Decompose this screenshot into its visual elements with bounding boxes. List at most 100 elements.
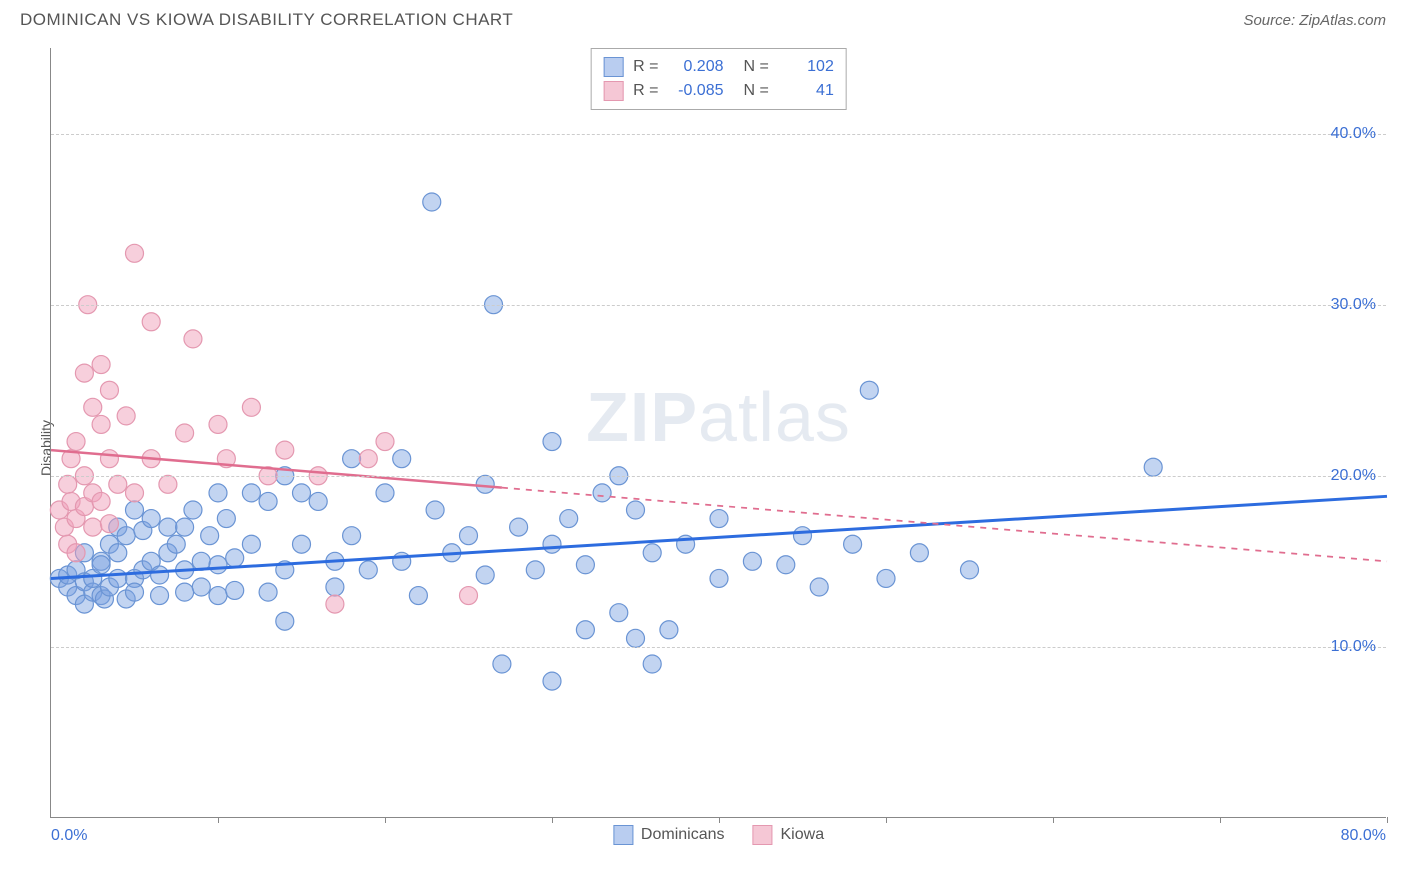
data-point bbox=[109, 544, 127, 562]
data-point bbox=[560, 510, 578, 528]
legend-swatch bbox=[613, 825, 633, 845]
data-point bbox=[126, 583, 144, 601]
x-tick-label: 0.0% bbox=[51, 827, 87, 845]
legend-n-label: N = bbox=[744, 55, 769, 79]
legend-n-value: 41 bbox=[779, 79, 834, 103]
data-point bbox=[293, 535, 311, 553]
data-point bbox=[75, 364, 93, 382]
x-tick bbox=[218, 817, 219, 823]
data-point bbox=[67, 433, 85, 451]
data-point bbox=[460, 527, 478, 545]
data-point bbox=[242, 535, 260, 553]
data-point bbox=[159, 475, 177, 493]
data-point bbox=[151, 566, 169, 584]
data-point bbox=[423, 193, 441, 211]
data-point bbox=[794, 527, 812, 545]
header: DOMINICAN VS KIOWA DISABILITY CORRELATIO… bbox=[10, 10, 1396, 38]
data-point bbox=[209, 587, 227, 605]
data-point bbox=[201, 527, 219, 545]
data-point bbox=[59, 475, 77, 493]
data-point bbox=[460, 587, 478, 605]
data-point bbox=[493, 655, 511, 673]
data-point bbox=[627, 629, 645, 647]
data-point bbox=[92, 356, 110, 374]
legend-r-label: R = bbox=[633, 79, 658, 103]
x-tick bbox=[385, 817, 386, 823]
legend-swatch bbox=[753, 825, 773, 845]
data-point bbox=[376, 433, 394, 451]
data-point bbox=[84, 398, 102, 416]
data-point bbox=[543, 672, 561, 690]
data-point bbox=[643, 655, 661, 673]
data-point bbox=[242, 398, 260, 416]
legend-item: Dominicans bbox=[613, 825, 725, 845]
legend-r-value: 0.208 bbox=[669, 55, 724, 79]
chart-area: Disability ZIPatlas R =0.208N =102R =-0.… bbox=[10, 38, 1396, 858]
data-point bbox=[167, 535, 185, 553]
legend-swatch bbox=[603, 57, 623, 77]
data-point bbox=[777, 556, 795, 574]
x-tick-label: 80.0% bbox=[1341, 827, 1386, 845]
data-point bbox=[92, 415, 110, 433]
stats-legend-row: R =0.208N =102 bbox=[603, 55, 834, 79]
data-point bbox=[961, 561, 979, 579]
data-point bbox=[326, 578, 344, 596]
data-point bbox=[217, 510, 235, 528]
data-point bbox=[409, 587, 427, 605]
data-point bbox=[242, 484, 260, 502]
data-point bbox=[543, 433, 561, 451]
data-point bbox=[877, 569, 895, 587]
x-tick bbox=[1220, 817, 1221, 823]
data-point bbox=[710, 510, 728, 528]
x-tick bbox=[1053, 817, 1054, 823]
x-tick bbox=[719, 817, 720, 823]
data-point bbox=[117, 527, 135, 545]
data-point bbox=[293, 484, 311, 502]
data-point bbox=[259, 492, 277, 510]
bottom-legend: Dominicans Kiowa bbox=[613, 825, 824, 845]
data-point bbox=[426, 501, 444, 519]
stats-legend-row: R =-0.085N =41 bbox=[603, 79, 834, 103]
data-point bbox=[176, 583, 194, 601]
y-tick-label: 40.0% bbox=[1331, 125, 1376, 143]
legend-label: Kiowa bbox=[781, 826, 825, 844]
data-point bbox=[660, 621, 678, 639]
legend-n-value: 102 bbox=[779, 55, 834, 79]
gridline bbox=[51, 476, 1386, 477]
data-point bbox=[209, 484, 227, 502]
data-point bbox=[192, 578, 210, 596]
gridline bbox=[51, 305, 1386, 306]
legend-item: Kiowa bbox=[753, 825, 825, 845]
data-point bbox=[92, 556, 110, 574]
y-tick-label: 10.0% bbox=[1331, 638, 1376, 656]
data-point bbox=[126, 484, 144, 502]
data-point bbox=[326, 595, 344, 613]
data-point bbox=[109, 569, 127, 587]
x-tick bbox=[886, 817, 887, 823]
data-point bbox=[176, 424, 194, 442]
data-point bbox=[117, 407, 135, 425]
data-point bbox=[84, 518, 102, 536]
legend-n-label: N = bbox=[744, 79, 769, 103]
data-point bbox=[343, 450, 361, 468]
data-point bbox=[610, 604, 628, 622]
data-point bbox=[92, 492, 110, 510]
data-point bbox=[627, 501, 645, 519]
data-point bbox=[176, 518, 194, 536]
data-point bbox=[743, 552, 761, 570]
data-point bbox=[359, 561, 377, 579]
data-point bbox=[710, 569, 728, 587]
data-point bbox=[510, 518, 528, 536]
data-point bbox=[593, 484, 611, 502]
data-point bbox=[142, 313, 160, 331]
data-point bbox=[142, 510, 160, 528]
data-point bbox=[100, 381, 118, 399]
data-point bbox=[844, 535, 862, 553]
data-point bbox=[359, 450, 377, 468]
data-point bbox=[184, 501, 202, 519]
legend-swatch bbox=[603, 81, 623, 101]
data-point bbox=[259, 583, 277, 601]
chart-title: DOMINICAN VS KIOWA DISABILITY CORRELATIO… bbox=[20, 10, 513, 30]
data-point bbox=[226, 581, 244, 599]
data-point bbox=[860, 381, 878, 399]
